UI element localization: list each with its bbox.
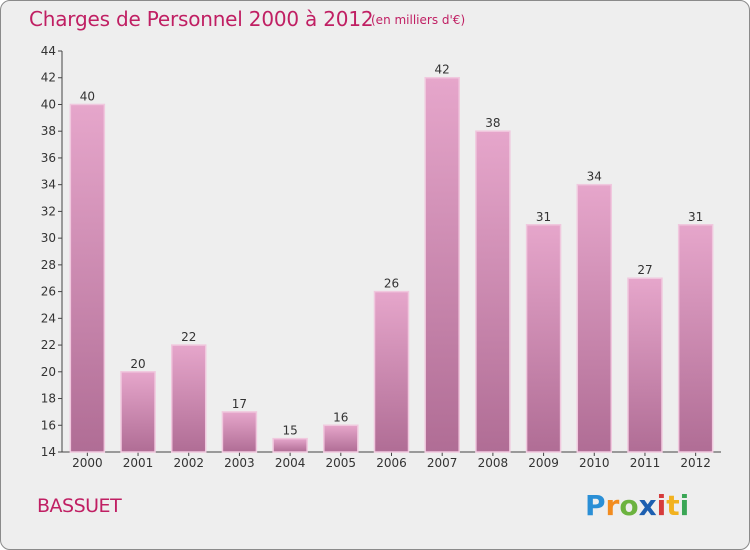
value-label-2009: 31 — [536, 210, 551, 224]
value-label-2006: 26 — [384, 277, 399, 291]
logo-letter: P — [585, 489, 606, 522]
y-tick-label: 22 — [41, 338, 56, 352]
x-tick-label: 2007 — [427, 456, 458, 470]
logo-letter: t — [666, 489, 680, 522]
value-label-2010: 34 — [587, 170, 602, 184]
value-label-2012: 31 — [688, 210, 703, 224]
y-tick-label: 28 — [41, 258, 56, 272]
bar-2002 — [170, 344, 207, 453]
value-label-2002: 22 — [181, 330, 196, 344]
x-tick-label: 2011 — [630, 456, 661, 470]
y-tick-label: 32 — [41, 204, 56, 218]
bar-2001 — [120, 371, 156, 453]
logo-letter: x — [638, 489, 657, 522]
y-tick-label: 44 — [41, 44, 56, 58]
x-tick-label: 2004 — [275, 456, 306, 470]
x-tick-label: 2005 — [326, 456, 357, 470]
town-name: BASSUET — [37, 495, 122, 517]
y-tick-label: 38 — [41, 124, 56, 138]
value-label-2005: 16 — [333, 410, 348, 424]
bar-2011 — [627, 277, 663, 453]
bar-2008 — [475, 130, 511, 453]
chart-subtitle: (en milliers d'€) — [371, 13, 466, 27]
y-tick-label: 14 — [41, 445, 56, 459]
value-label-2000: 40 — [80, 89, 95, 103]
y-tick-label: 42 — [41, 71, 56, 85]
logo-letter: o — [619, 489, 639, 522]
logo-letter: i — [679, 489, 690, 522]
axes: 14 16 18 20 22 24 26 28 30 32 34 36 38 40 42 44 2000 2001… — [41, 44, 721, 470]
x-tick-label: 2012 — [680, 456, 711, 470]
y-tick-label: 20 — [41, 365, 56, 379]
bar-2000 — [69, 103, 106, 453]
value-label-2011: 27 — [637, 263, 652, 277]
x-tick-label: 2006 — [376, 456, 407, 470]
value-labels: 40 20 22 17 15 16 26 42 38 31 34 27 31 — [80, 63, 704, 438]
y-tick-label: 36 — [41, 151, 56, 165]
value-label-2003: 17 — [232, 397, 247, 411]
proxiti-logo[interactable]: Proxiti — [585, 489, 689, 522]
value-label-2007: 42 — [435, 63, 450, 77]
bars — [69, 76, 714, 453]
y-tick-label: 30 — [41, 231, 56, 245]
x-tick-label: 2009 — [528, 456, 559, 470]
bar-2005 — [323, 424, 359, 453]
x-tick-label: 2003 — [224, 456, 255, 470]
value-label-2004: 15 — [282, 424, 297, 438]
x-tick-label: 2000 — [72, 456, 103, 470]
x-tick-label: 2008 — [478, 456, 509, 470]
y-tick-label: 18 — [41, 392, 56, 406]
chart-title: Charges de Personnel 2000 à 2012 — [29, 7, 374, 31]
bar-2009 — [525, 224, 562, 453]
logo-letter: i — [656, 489, 667, 522]
bar-2007 — [424, 76, 460, 453]
value-label-2008: 38 — [485, 116, 500, 130]
bar-2004 — [272, 437, 308, 453]
x-tick-label: 2010 — [579, 456, 610, 470]
bar-2012 — [677, 224, 714, 453]
logo-letter: r — [605, 489, 620, 522]
y-tick-label: 34 — [41, 178, 56, 192]
x-tick-label: 2001 — [123, 456, 154, 470]
bar-2006 — [373, 290, 410, 453]
y-tick-label: 40 — [41, 97, 56, 111]
bar-2010 — [576, 183, 613, 453]
value-label-2001: 20 — [130, 357, 145, 371]
bar-2003 — [221, 411, 258, 453]
x-tick-label: 2002 — [173, 456, 204, 470]
y-tick-label: 24 — [41, 311, 56, 325]
y-tick-label: 16 — [41, 418, 56, 432]
y-tick-label: 26 — [41, 285, 56, 299]
